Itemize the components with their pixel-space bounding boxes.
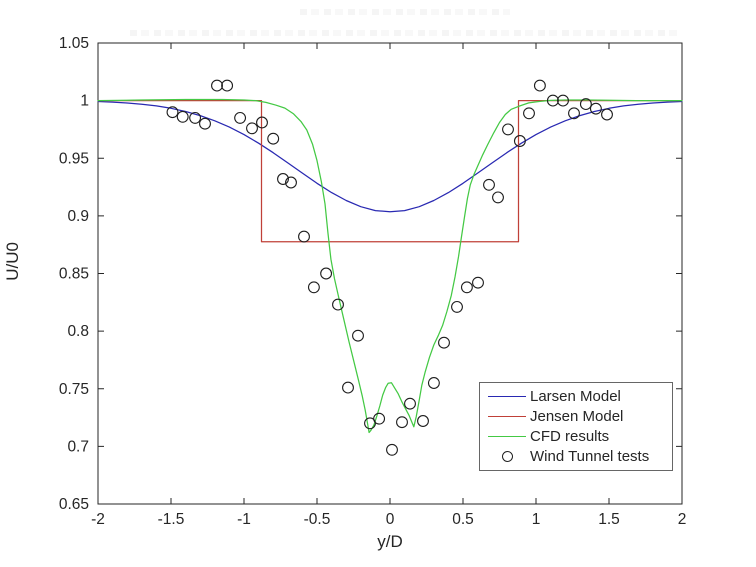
x-tick-label: 0.5 bbox=[452, 511, 474, 528]
scatter-point-wind-tunnel-tests bbox=[199, 117, 211, 130]
scatter-point-wind-tunnel-tests bbox=[352, 329, 364, 342]
x-tick-label: -2 bbox=[91, 511, 105, 528]
legend-label: Wind Tunnel tests bbox=[530, 448, 650, 466]
scatter-point-wind-tunnel-tests bbox=[589, 102, 602, 115]
scatter-point-wind-tunnel-tests bbox=[513, 135, 526, 147]
scatter-point-wind-tunnel-tests bbox=[472, 276, 484, 289]
legend-entry-jensen-model: Jensen Model bbox=[480, 406, 672, 426]
scatter-point-wind-tunnel-tests bbox=[332, 298, 344, 311]
scatter-point-wind-tunnel-tests bbox=[451, 300, 463, 313]
x-tick-label: -0.5 bbox=[304, 511, 331, 528]
y-tick-label: 0.8 bbox=[67, 323, 89, 340]
jensen-line-sample bbox=[488, 415, 526, 417]
legend-line-sample-jensen bbox=[488, 415, 526, 417]
legend-label: CFD results bbox=[530, 428, 610, 446]
scatter-point-wind-tunnel-tests bbox=[404, 397, 416, 410]
x-tick-label: -1 bbox=[237, 511, 251, 528]
scatter-point-wind-tunnel-tests bbox=[546, 94, 559, 107]
series-line-cfd-results bbox=[97, 98, 683, 434]
y-tick-label: 0.9 bbox=[67, 208, 89, 225]
x-tick-label: 0 bbox=[386, 511, 395, 528]
scatter-point-wind-tunnel-tests bbox=[502, 123, 514, 136]
scatter-point-wind-tunnel-tests bbox=[460, 281, 473, 294]
y-tick-label: 0.95 bbox=[59, 150, 89, 167]
legend-entry-cfd-results: CFD results bbox=[480, 427, 672, 447]
scatter-point-wind-tunnel-tests bbox=[373, 412, 386, 425]
series-line-larsen-model bbox=[97, 100, 683, 213]
legend-line-sample-cfd bbox=[488, 436, 526, 438]
scatter-point-wind-tunnel-tests bbox=[557, 94, 569, 107]
scatter-point-wind-tunnel-tests bbox=[579, 98, 592, 111]
scatter-point-wind-tunnel-tests bbox=[189, 111, 202, 124]
scatter-point-wind-tunnel-tests bbox=[342, 381, 354, 394]
x-tick-label: 1 bbox=[532, 511, 541, 528]
y-tick-label: 0.7 bbox=[67, 438, 89, 455]
x-tick-label: 1.5 bbox=[598, 511, 620, 528]
scatter-point-wind-tunnel-tests bbox=[386, 443, 398, 456]
scatter-point-wind-tunnel-tests bbox=[256, 116, 268, 129]
scatter-point-wind-tunnel-tests bbox=[246, 122, 258, 135]
scatter-point-wind-tunnel-tests bbox=[427, 377, 440, 389]
x-tick-label: -1.5 bbox=[158, 511, 185, 528]
y-tick-label: 0.65 bbox=[59, 496, 89, 513]
scatter-point-wind-tunnel-tests bbox=[234, 111, 247, 124]
scatter-point-wind-tunnel-tests bbox=[176, 110, 189, 123]
scatter-point-wind-tunnel-tests bbox=[396, 416, 408, 429]
scatter-point-wind-tunnel-tests bbox=[277, 173, 289, 185]
scatter-point-wind-tunnel-tests bbox=[166, 106, 179, 119]
scatter-point-wind-tunnel-tests bbox=[523, 107, 535, 120]
cfd-line-sample bbox=[488, 436, 526, 438]
x-tick-label: 2 bbox=[678, 511, 687, 528]
scatter-point-wind-tunnel-tests bbox=[320, 267, 333, 280]
scatter-point-wind-tunnel-tests bbox=[417, 415, 429, 427]
scatter-point-wind-tunnel-tests bbox=[492, 191, 504, 204]
x-axis-label: y/D bbox=[377, 532, 403, 551]
scatter-point-wind-tunnel-tests bbox=[601, 108, 613, 121]
scatter-point-wind-tunnel-tests bbox=[483, 178, 495, 191]
legend-marker-sample-wind-tunnel bbox=[488, 451, 526, 463]
y-tick-label: 1 bbox=[80, 93, 89, 110]
legend-label: Larsen Model bbox=[530, 387, 621, 405]
circle-marker-icon bbox=[501, 451, 513, 463]
larsen-line-sample bbox=[488, 395, 526, 397]
scatter-point-wind-tunnel-tests bbox=[221, 79, 234, 92]
legend-entry-wind-tunnel-tests: Wind Tunnel tests bbox=[480, 447, 672, 467]
scatter-point-wind-tunnel-tests bbox=[298, 230, 310, 243]
scatter-point-wind-tunnel-tests bbox=[307, 281, 320, 294]
scatter-point-wind-tunnel-tests bbox=[533, 79, 546, 92]
legend: Larsen Model Jensen Model CFD results Wi… bbox=[479, 382, 673, 471]
y-tick-label: 1.05 bbox=[59, 35, 89, 52]
y-axis-label: U/U0 bbox=[3, 242, 22, 281]
legend-entry-larsen-model: Larsen Model bbox=[480, 386, 672, 406]
legend-line-sample-larsen bbox=[488, 395, 526, 397]
y-tick-label: 0.85 bbox=[59, 266, 89, 283]
scatter-point-wind-tunnel-tests bbox=[267, 132, 280, 145]
y-tick-label: 0.75 bbox=[59, 381, 89, 398]
scatter-point-wind-tunnel-tests bbox=[568, 107, 580, 120]
scatter-point-wind-tunnel-tests bbox=[211, 79, 223, 92]
legend-label: Jensen Model bbox=[530, 407, 624, 425]
scatter-point-wind-tunnel-tests bbox=[285, 176, 297, 189]
scatter-point-wind-tunnel-tests bbox=[438, 336, 450, 349]
